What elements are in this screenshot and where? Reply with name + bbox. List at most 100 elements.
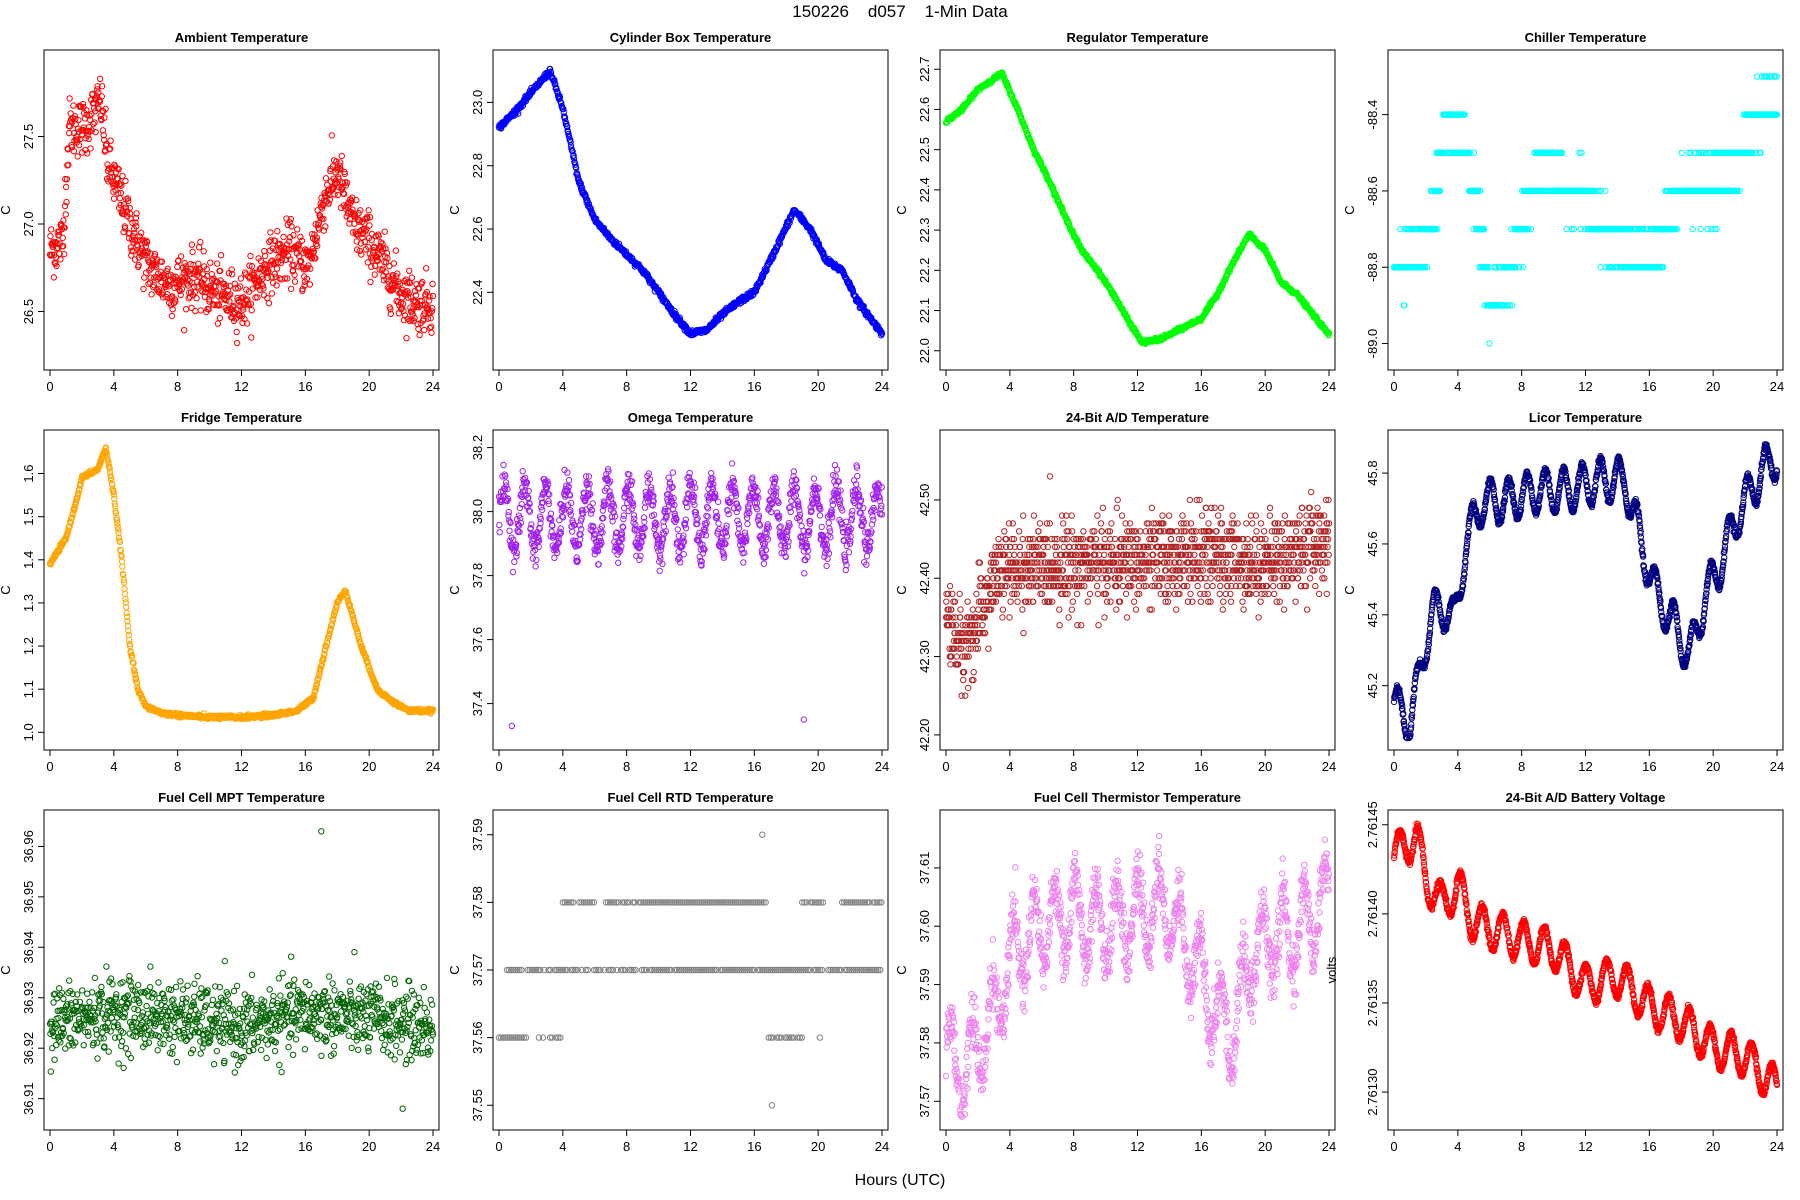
data-point [200,248,207,255]
data-point [265,267,272,275]
data-point [155,285,163,293]
data-point [94,86,101,93]
data-point [74,136,81,143]
data-point [85,135,92,143]
data-point [66,95,73,102]
data-point [212,288,220,295]
data-point [131,229,138,237]
data-point [211,301,218,309]
data-points [46,444,437,723]
data-point [186,293,194,301]
data-point [233,339,241,347]
data-point [120,201,128,208]
data-point [48,226,55,233]
x-tick-label: 4 [559,379,566,394]
data-point [322,175,330,182]
figure-title: 150226 d057 1-Min Data [792,2,1008,21]
data-point [90,105,98,112]
data-point [272,273,279,280]
data-point [61,202,69,210]
data-point [83,111,91,118]
data-point [61,224,68,231]
data-point [182,306,190,313]
data-point [307,265,314,272]
data-point [269,245,276,252]
data-point [132,219,139,226]
data-point [237,283,244,290]
data-points [942,69,1333,347]
data-point [119,563,126,570]
x-tick-label: 4 [110,379,117,394]
data-point [273,282,280,289]
data-point [75,141,83,149]
data-point [101,114,108,121]
data-point [60,250,68,258]
y-tick-label: 22.4 [917,177,932,202]
data-point [428,329,435,336]
data-point [87,145,94,152]
data-point [176,287,184,295]
data-point [381,228,388,235]
data-point [274,228,281,235]
data-point [294,226,301,233]
data-point [287,215,294,223]
data-point [97,75,104,83]
x-axis: 0 4 8 12 16 20 24 [46,369,440,394]
data-point [116,195,124,202]
data-point [197,238,204,246]
x-tick-label: 20 [811,379,825,394]
data-point [62,211,69,218]
data-point [53,262,60,270]
data-point [197,307,204,314]
data-point [228,266,235,273]
data-point [47,252,54,259]
data-point [284,275,291,282]
data-point [328,132,335,139]
x-tick-label: 16 [747,379,761,394]
y-tick-label: 22.6 [470,216,485,241]
data-point [187,260,194,268]
data-point [203,265,211,273]
data-point [168,312,176,320]
data-point [306,281,314,288]
y-tick-label: 22.3 [917,217,932,242]
data-point [102,105,109,113]
plot-frame [43,49,440,371]
data-point [223,306,231,313]
data-point [251,275,259,282]
data-point [237,275,245,282]
data-point [291,271,298,279]
data-point [276,240,284,248]
y-axis-label: C [1342,205,1357,214]
data-point [164,265,171,272]
data-point [86,112,93,119]
data-point [416,331,423,339]
data-point [98,93,106,100]
data-point [172,298,179,305]
data-point [406,267,413,274]
data-point [110,195,118,202]
data-point [83,107,90,114]
data-point [184,276,191,283]
data-point [113,175,121,182]
panel-title: Chiller Temperature [1525,30,1647,45]
data-point [248,334,255,341]
x-tick-label: 8 [1518,379,1525,394]
data-point [63,176,71,183]
y-axis-label: C [447,205,462,214]
data-point [130,248,137,255]
data-point [195,244,203,251]
data-point [150,282,158,289]
data-point [265,300,273,307]
data-point [59,234,66,242]
data-point [74,153,81,160]
data-point [315,226,323,233]
data-point [188,241,196,248]
data-point [196,266,204,273]
x-tick-label: 20 [1258,379,1272,394]
x-tick-label: 24 [1770,379,1784,394]
data-point [94,83,101,90]
data-point [371,271,378,278]
